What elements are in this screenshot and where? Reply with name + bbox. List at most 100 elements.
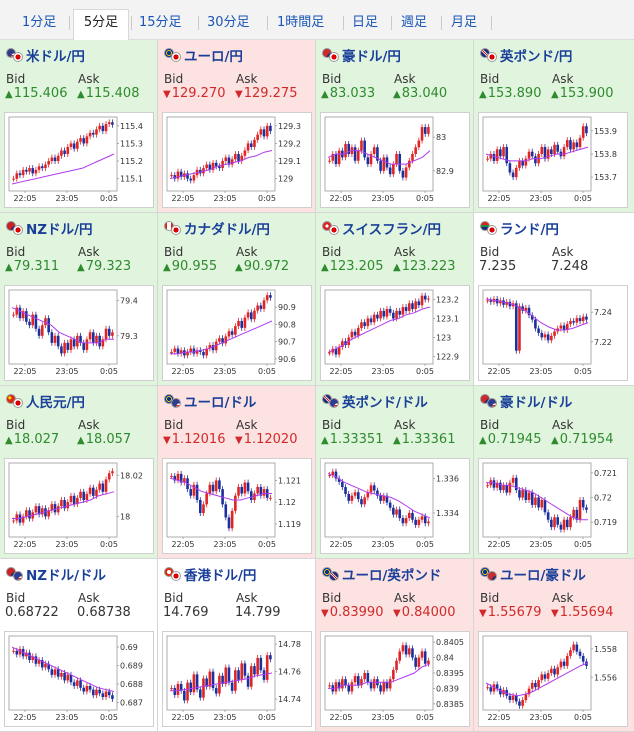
tab-5min[interactable]: 5分足: [73, 9, 129, 40]
currency-pair-card[interactable]: ユーロ/英ポンド Bid Ask ▼0.83990 ▼0.84000 0.8405 0.84…: [316, 559, 474, 732]
candlestick-chart[interactable]: 7.24 7.22 22:05 23:05 0:05: [478, 285, 628, 381]
candle: [50, 666, 54, 678]
up-arrow-icon: ▲: [163, 262, 171, 273]
candlestick-chart[interactable]: 14.78 14.76 14.74 22:05 23:05 0:05: [162, 631, 312, 727]
currency-pair-card[interactable]: 米ドル/円 Bid Ask ▲115.406 ▲115.408 115.4 115.3 115…: [0, 40, 158, 213]
pair-title-link[interactable]: NZドル/ドル: [6, 565, 106, 584]
pair-title-link[interactable]: 豪ドル/円: [322, 46, 401, 65]
y-tick-label: 18: [120, 512, 130, 521]
currency-pair-card[interactable]: 香港ドル/円 Bid Ask 14.769 14.799 14.78 14.76 14.74 2…: [158, 559, 316, 732]
candlestick-chart[interactable]: 83 82.9 22:05 23:05 0:05: [320, 112, 470, 208]
candlestick-chart[interactable]: 0.69 0.689 0.688 0.687 22:05 23:05 0:05: [4, 631, 154, 727]
candlestick-chart[interactable]: 0.721 0.72 0.719 22:05 23:05 0:05: [478, 458, 628, 554]
candlestick-chart[interactable]: 115.4 115.3 115.2 115.1 22:05 23:05 0:05: [4, 112, 154, 208]
candle: [369, 315, 373, 326]
candlestick-chart[interactable]: 123.2 123.1 123 122.9 22:05 23:05 0:05: [320, 285, 470, 381]
pair-title-link[interactable]: ユーロ/豪ドル: [480, 565, 586, 584]
timeframe-tab-bar: 1分足 5分足 15分足 30分足 1時間足 日足 週足 月足: [0, 0, 634, 40]
candle: [224, 333, 228, 347]
candle: [379, 157, 382, 174]
pair-name: ユーロ/円: [184, 49, 243, 65]
currency-pair-card[interactable]: 英ポンド/ドル Bid Ask ▲1.33351 ▲1.33361 1.336 1.334 2…: [316, 386, 474, 559]
pair-flags: [480, 394, 498, 408]
candlestick-chart[interactable]: 79.4 79.3 22:05 23:05 0:05: [4, 285, 154, 381]
tab-separator: [343, 16, 344, 30]
pair-title-link[interactable]: NZドル/円: [6, 219, 93, 238]
plot-frame: [8, 635, 118, 711]
moving-average-line: [485, 662, 589, 697]
candle: [331, 468, 335, 479]
candlestick-chart[interactable]: 18.02 18 22:05 23:05 0:05: [4, 458, 154, 554]
currency-pair-card[interactable]: カナダドル/円 Bid Ask ▲90.955 ▲90.972 90.9 90.8 90.7 9…: [158, 213, 316, 386]
candle: [363, 137, 366, 161]
candle: [176, 168, 180, 182]
y-tick-label: 153.8: [594, 150, 617, 159]
currency-pair-card[interactable]: ユーロ/豪ドル Bid Ask ▼1.55679 ▼1.55694 1.558 1.556 2…: [474, 559, 634, 732]
candle: [527, 489, 531, 503]
currency-pair-card[interactable]: ユーロ/ドル Bid Ask ▼1.12016 ▼1.12020 1.121 1.12 1.1…: [158, 386, 316, 559]
tab-weekly[interactable]: 週足: [401, 15, 428, 30]
pair-title-link[interactable]: ランド/円: [480, 219, 559, 238]
pair-title-link[interactable]: 英ポンド/ドル: [322, 392, 428, 411]
candle: [240, 318, 244, 331]
candle: [262, 486, 266, 499]
candle: [540, 497, 544, 511]
candle: [31, 165, 35, 177]
ask-label: Ask: [394, 591, 416, 605]
candle: [76, 677, 79, 689]
currency-pair-card[interactable]: 人民元/円 Bid Ask ▲18.027 ▲18.057 18.02 18 22:05 23:…: [0, 386, 158, 559]
x-tick-label: 0:05: [574, 194, 592, 203]
candle: [12, 175, 15, 182]
candle: [427, 295, 430, 303]
tab-daily[interactable]: 日足: [352, 15, 379, 30]
candle: [249, 140, 253, 150]
tab-1min[interactable]: 1分足: [22, 15, 57, 30]
candle: [388, 499, 392, 511]
tab-monthly[interactable]: 月足: [451, 15, 478, 30]
candle: [101, 690, 105, 701]
pair-title-link[interactable]: 人民元/円: [6, 392, 85, 411]
candlestick-chart[interactable]: 90.9 90.8 90.7 90.6 22:05 23:05 0:05: [162, 285, 312, 381]
candle: [101, 480, 105, 495]
currency-pair-card[interactable]: ユーロ/円 Bid Ask ▼129.270 ▼129.275 129.3 129.2 129…: [158, 40, 316, 213]
pair-title-link[interactable]: 香港ドル/円: [164, 565, 256, 584]
pair-title-link[interactable]: 豪ドル/ドル: [480, 392, 572, 411]
candle: [366, 315, 370, 330]
candlestick-chart[interactable]: 153.9 153.8 153.7 22:05 23:05 0:05: [478, 112, 628, 208]
pair-title-link[interactable]: スイスフラン/円: [322, 219, 441, 238]
candlestick-chart[interactable]: 1.336 1.334 22:05 23:05 0:05: [320, 458, 470, 554]
candlestick-chart[interactable]: 129.3 129.2 129.1 129 22:05 23:05 0:05: [162, 112, 312, 208]
currency-pair-card[interactable]: 豪ドル/ドル Bid Ask ▲0.71945 ▲0.71954 0.721 0.72 0.7…: [474, 386, 634, 559]
candle: [234, 151, 237, 163]
candle: [50, 329, 54, 346]
pair-title-link[interactable]: ユーロ/英ポンド: [322, 565, 441, 584]
currency-pair-card[interactable]: 英ポンド/円 Bid Ask ▲153.890 ▲153.900 153.9 153.8 15…: [474, 40, 634, 213]
ask-price: 0.71954: [559, 432, 614, 447]
candlestick-chart[interactable]: 1.558 1.556 22:05 23:05 0:05: [478, 631, 628, 727]
tab-30min[interactable]: 30分足: [207, 15, 250, 30]
tab-15min[interactable]: 15分足: [139, 15, 182, 30]
currency-pair-card[interactable]: NZドル/円 Bid Ask ▲79.311 ▲79.323 79.4 79.3 22:05 2…: [0, 213, 158, 386]
bid-price: 83.033: [329, 86, 376, 101]
candle: [246, 672, 250, 690]
candle: [575, 139, 579, 151]
pair-title-link[interactable]: ユーロ/円: [164, 46, 243, 65]
currency-pair-card[interactable]: 豪ドル/円 Bid Ask ▲83.033 ▲83.040 83 82.9 22:05 23:0…: [316, 40, 474, 213]
ask-price: 129.275: [243, 86, 298, 101]
candlestick-chart[interactable]: 0.8405 0.84 0.8395 0.839 0.8385 22:05 23:05 0:0…: [320, 631, 470, 727]
currency-pair-card[interactable]: スイスフラン/円 Bid Ask ▲123.205 ▲123.223 123.2 123.1…: [316, 213, 474, 386]
ask-value: 7.248: [551, 259, 588, 274]
ask-label: Ask: [394, 72, 416, 86]
currency-pair-card[interactable]: NZドル/ドル Bid Ask 0.68722 0.68738 0.69 0.689 0.68…: [0, 559, 158, 732]
pair-title-link[interactable]: ユーロ/ドル: [164, 392, 256, 411]
pair-title-link[interactable]: 英ポンド/円: [480, 46, 572, 65]
tab-1hour[interactable]: 1時間足: [277, 15, 325, 30]
bid-value: ▲115.406: [5, 86, 67, 101]
pair-title-link[interactable]: 米ドル/円: [6, 46, 85, 65]
pair-title-link[interactable]: カナダドル/円: [164, 219, 270, 238]
candle: [25, 308, 28, 325]
ask-label: Ask: [236, 72, 258, 86]
candlestick-chart[interactable]: 1.121 1.12 1.119 22:05 23:05 0:05: [162, 458, 312, 554]
candle: [82, 488, 86, 503]
currency-pair-card[interactable]: ランド/円 Bid Ask 7.235 7.248 7.24 7.22 22:05 23:05 0…: [474, 213, 634, 386]
